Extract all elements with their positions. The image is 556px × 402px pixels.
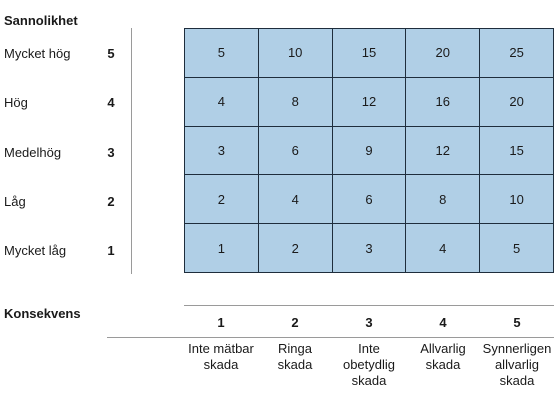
row-num-4: 4 (107, 95, 115, 110)
matrix-cell: 2 (258, 224, 332, 272)
col-num-1: 1 (217, 315, 225, 330)
matrix-cell: 15 (332, 29, 406, 77)
matrix-cell: 8 (406, 175, 480, 224)
matrix-cell: 20 (480, 77, 553, 126)
row-label-2: Låg (4, 194, 26, 209)
row-num-1: 1 (107, 243, 115, 258)
row-label-5: Mycket hög (4, 46, 71, 61)
risk-matrix: 5 10 15 20 25 4 8 12 16 20 3 6 9 12 15 2… (184, 28, 554, 273)
row-label-3: Medelhög (4, 145, 62, 160)
matrix-cell: 3 (332, 224, 406, 272)
consequence-heading: Konsekvens (4, 306, 81, 321)
matrix-cell: 3 (185, 126, 258, 175)
row-num-3: 3 (107, 145, 115, 160)
probability-heading: Sannolikhet (4, 13, 78, 28)
matrix-cell: 12 (406, 126, 480, 175)
col-label-5: Synnerligen allvarlig skada (482, 341, 552, 388)
col-num-2: 2 (291, 315, 299, 330)
matrix-cell: 2 (185, 175, 258, 224)
matrix-cell: 20 (406, 29, 480, 77)
col-label-4: Allvarlig skada (420, 341, 466, 372)
matrix-cell: 8 (258, 77, 332, 126)
col-num-4: 4 (439, 315, 447, 330)
matrix-cell: 15 (480, 126, 553, 175)
matrix-cell: 25 (480, 29, 553, 77)
row-label-4: Hög (4, 95, 28, 110)
col-label-3: Inte obetydlig skada (342, 341, 396, 388)
matrix-cell: 16 (406, 77, 480, 126)
matrix-cell: 12 (332, 77, 406, 126)
matrix-cell: 10 (480, 175, 553, 224)
matrix-cell: 4 (406, 224, 480, 272)
y-axis-divider (131, 28, 132, 274)
matrix-cell: 5 (185, 29, 258, 77)
row-num-2: 2 (107, 194, 115, 209)
col-num-3: 3 (365, 315, 373, 330)
row-num-5: 5 (107, 46, 115, 61)
matrix-cell: 6 (258, 126, 332, 175)
x-axis-divider (107, 337, 554, 338)
matrix-cell: 1 (185, 224, 258, 272)
row-label-1: Mycket låg (4, 243, 67, 258)
matrix-cell: 4 (258, 175, 332, 224)
matrix-cell: 9 (332, 126, 406, 175)
col-label-1: Inte mätbar skada (188, 341, 254, 372)
col-num-5: 5 (513, 315, 521, 330)
matrix-cell: 4 (185, 77, 258, 126)
x-axis-top-line (184, 305, 554, 306)
matrix-cell: 5 (480, 224, 553, 272)
matrix-cell: 10 (258, 29, 332, 77)
col-label-2: Ringa skada (277, 341, 313, 372)
matrix-cell: 6 (332, 175, 406, 224)
